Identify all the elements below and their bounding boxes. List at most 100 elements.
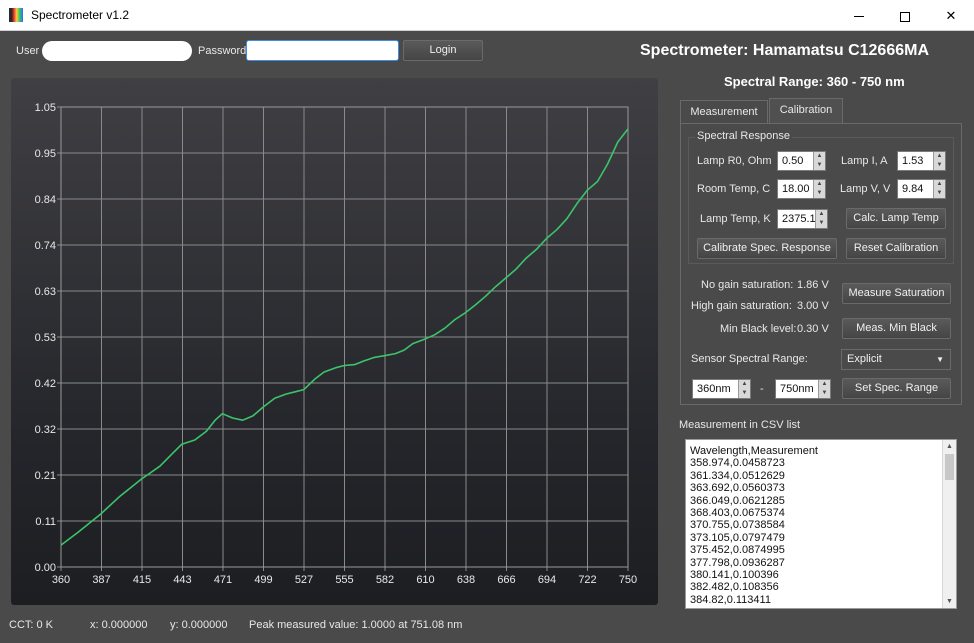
x-tick-label: 527 <box>295 574 313 586</box>
lamp-r0-value: 0.50 <box>782 155 803 167</box>
tab-calibration[interactable]: Calibration <box>769 98 843 124</box>
sensor-range-select[interactable]: Explicit ▼ <box>841 349 951 370</box>
min-black-value: 0.30 V <box>797 323 829 335</box>
lamp-v-label: Lamp V, V <box>840 183 890 195</box>
x-tick-label: 443 <box>173 574 191 586</box>
scroll-down-icon[interactable]: ▼ <box>943 595 956 608</box>
lamp-r0-label: Lamp R0, Ohm <box>697 155 772 167</box>
lamp-i-spinbox[interactable]: 1.53 ▲ ▼ <box>897 151 946 171</box>
range-from-value: 360nm <box>697 383 731 395</box>
x-tick-label: 387 <box>92 574 110 586</box>
csv-line: 373.105,0.0797479 <box>690 532 818 544</box>
spectrum-icon <box>9 8 23 22</box>
measure-saturation-button[interactable]: Measure Saturation <box>842 283 951 304</box>
range-to-value: 750nm <box>780 383 814 395</box>
csv-scrollbar[interactable]: ▲ ▼ <box>942 440 956 608</box>
peak-status: Peak measured value: 1.0000 at 751.08 nm <box>249 619 462 631</box>
y-tick-label: 0.74 <box>35 240 56 252</box>
spectral-range-title: Spectral Range: 360 - 750 nm <box>724 74 905 89</box>
x-tick-label: 750 <box>619 574 637 586</box>
csv-line: 377.798,0.0936287 <box>690 557 818 569</box>
spectrum-chart: 360 387 415 443 471 499 527 555 582 610 638 666 694 7… <box>11 78 658 605</box>
x-tick-label: 415 <box>133 574 151 586</box>
csv-textarea[interactable]: Wavelength,Measurement 358.974,0.0458723 3… <box>685 439 957 609</box>
spin-arrows-icon[interactable]: ▲ ▼ <box>818 380 830 398</box>
close-icon[interactable]: ✕ <box>928 0 974 31</box>
x-tick-label: 694 <box>538 574 556 586</box>
y-tick-label: 0.95 <box>35 148 56 160</box>
room-temp-value: 18.00 <box>782 183 810 195</box>
csv-lines: Wavelength,Measurement 358.974,0.0458723 3… <box>690 445 818 606</box>
y-tick-label: 1.05 <box>35 102 56 114</box>
csv-line: 368.403,0.0675374 <box>690 507 818 519</box>
calibrate-spec-response-button[interactable]: Calibrate Spec. Response <box>697 238 837 259</box>
csv-line: 384.82,0.113411 <box>690 594 818 606</box>
csv-line: 382.482,0.108356 <box>690 581 818 593</box>
room-temp-spinbox[interactable]: 18.00 ▲ ▼ <box>777 179 826 199</box>
y-tick-label: 0.84 <box>35 194 56 206</box>
minimize-icon[interactable] <box>836 0 882 31</box>
x-tick-label: 360 <box>52 574 70 586</box>
range-to-spinbox[interactable]: 750nm ▲ ▼ <box>775 379 831 399</box>
user-label: User <box>16 45 39 57</box>
x-status: x: 0.000000 <box>90 619 148 631</box>
spin-arrows-icon[interactable]: ▲ ▼ <box>813 180 825 198</box>
csv-line: 363.692,0.0560373 <box>690 482 818 494</box>
y-status: y: 0.000000 <box>170 619 228 631</box>
csv-line: 370.755,0.0738584 <box>690 519 818 531</box>
set-spec-range-button[interactable]: Set Spec. Range <box>842 378 951 399</box>
y-tick-label: 0.32 <box>35 424 56 436</box>
x-tick-label: 722 <box>578 574 596 586</box>
range-separator: - <box>760 383 764 395</box>
x-tick-label: 638 <box>457 574 475 586</box>
y-tick-label: 0.53 <box>35 332 56 344</box>
maximize-icon[interactable] <box>882 0 928 31</box>
room-temp-label: Room Temp, C <box>697 183 770 195</box>
password-input[interactable] <box>246 40 399 61</box>
reset-calibration-button[interactable]: Reset Calibration <box>846 238 946 259</box>
lamp-i-label: Lamp I, A <box>841 155 887 167</box>
min-black-label: Min Black level: <box>720 323 796 335</box>
login-button[interactable]: Login <box>403 40 483 61</box>
user-input[interactable] <box>42 41 192 61</box>
lamp-v-spinbox[interactable]: 9.84 ▲ ▼ <box>897 179 946 199</box>
high-gain-value: 3.00 V <box>797 300 829 312</box>
scroll-up-icon[interactable]: ▲ <box>943 440 956 453</box>
csv-line: 358.974,0.0458723 <box>690 457 818 469</box>
csv-line: Wavelength,Measurement <box>690 445 818 457</box>
scroll-thumb[interactable] <box>945 454 954 480</box>
no-gain-value: 1.86 V <box>797 279 829 291</box>
lamp-v-value: 9.84 <box>902 183 923 195</box>
spectrum-chart-panel: 360 387 415 443 471 499 527 555 582 610 638 666 694 7… <box>11 78 658 605</box>
spin-arrows-icon[interactable]: ▲ ▼ <box>933 152 945 170</box>
tab-measurement[interactable]: Measurement <box>680 100 768 123</box>
spin-arrows-icon[interactable]: ▲ ▼ <box>933 180 945 198</box>
spin-arrows-icon[interactable]: ▲ ▼ <box>813 152 825 170</box>
lamp-temp-spinbox[interactable]: 2375.1 ▲ ▼ <box>777 209 828 229</box>
csv-line: 375.452,0.0874995 <box>690 544 818 556</box>
chevron-down-icon: ▼ <box>936 350 944 369</box>
csv-line: 380.141,0.100396 <box>690 569 818 581</box>
lamp-temp-label: Lamp Temp, K <box>700 213 771 225</box>
spin-arrows-icon[interactable]: ▲ ▼ <box>738 380 750 398</box>
lamp-i-value: 1.53 <box>902 155 923 167</box>
calc-lamp-temp-button[interactable]: Calc. Lamp Temp <box>846 208 946 229</box>
sensor-range-selected: Explicit <box>847 353 882 365</box>
title-bar: Spectrometer v1.2 ✕ <box>0 0 974 31</box>
x-tick-label: 555 <box>335 574 353 586</box>
y-tick-label: 0.42 <box>35 378 56 390</box>
x-tick-label: 499 <box>254 574 272 586</box>
csv-title: Measurement in CSV list <box>679 419 800 431</box>
password-label: Password <box>198 45 246 57</box>
y-tick-label: 0.21 <box>35 470 56 482</box>
y-tick-label: 0.00 <box>35 562 56 574</box>
no-gain-label: No gain saturation: <box>701 279 793 291</box>
spin-arrows-icon[interactable]: ▲ ▼ <box>815 210 827 228</box>
high-gain-label: High gain saturation: <box>691 300 792 312</box>
lamp-temp-value: 2375.1 <box>782 213 816 225</box>
y-tick-label: 0.63 <box>35 286 56 298</box>
range-from-spinbox[interactable]: 360nm ▲ ▼ <box>692 379 751 399</box>
sensor-range-label: Sensor Spectral Range: <box>691 353 808 365</box>
lamp-r0-spinbox[interactable]: 0.50 ▲ ▼ <box>777 151 826 171</box>
meas-min-black-button[interactable]: Meas. Min Black <box>842 318 951 339</box>
